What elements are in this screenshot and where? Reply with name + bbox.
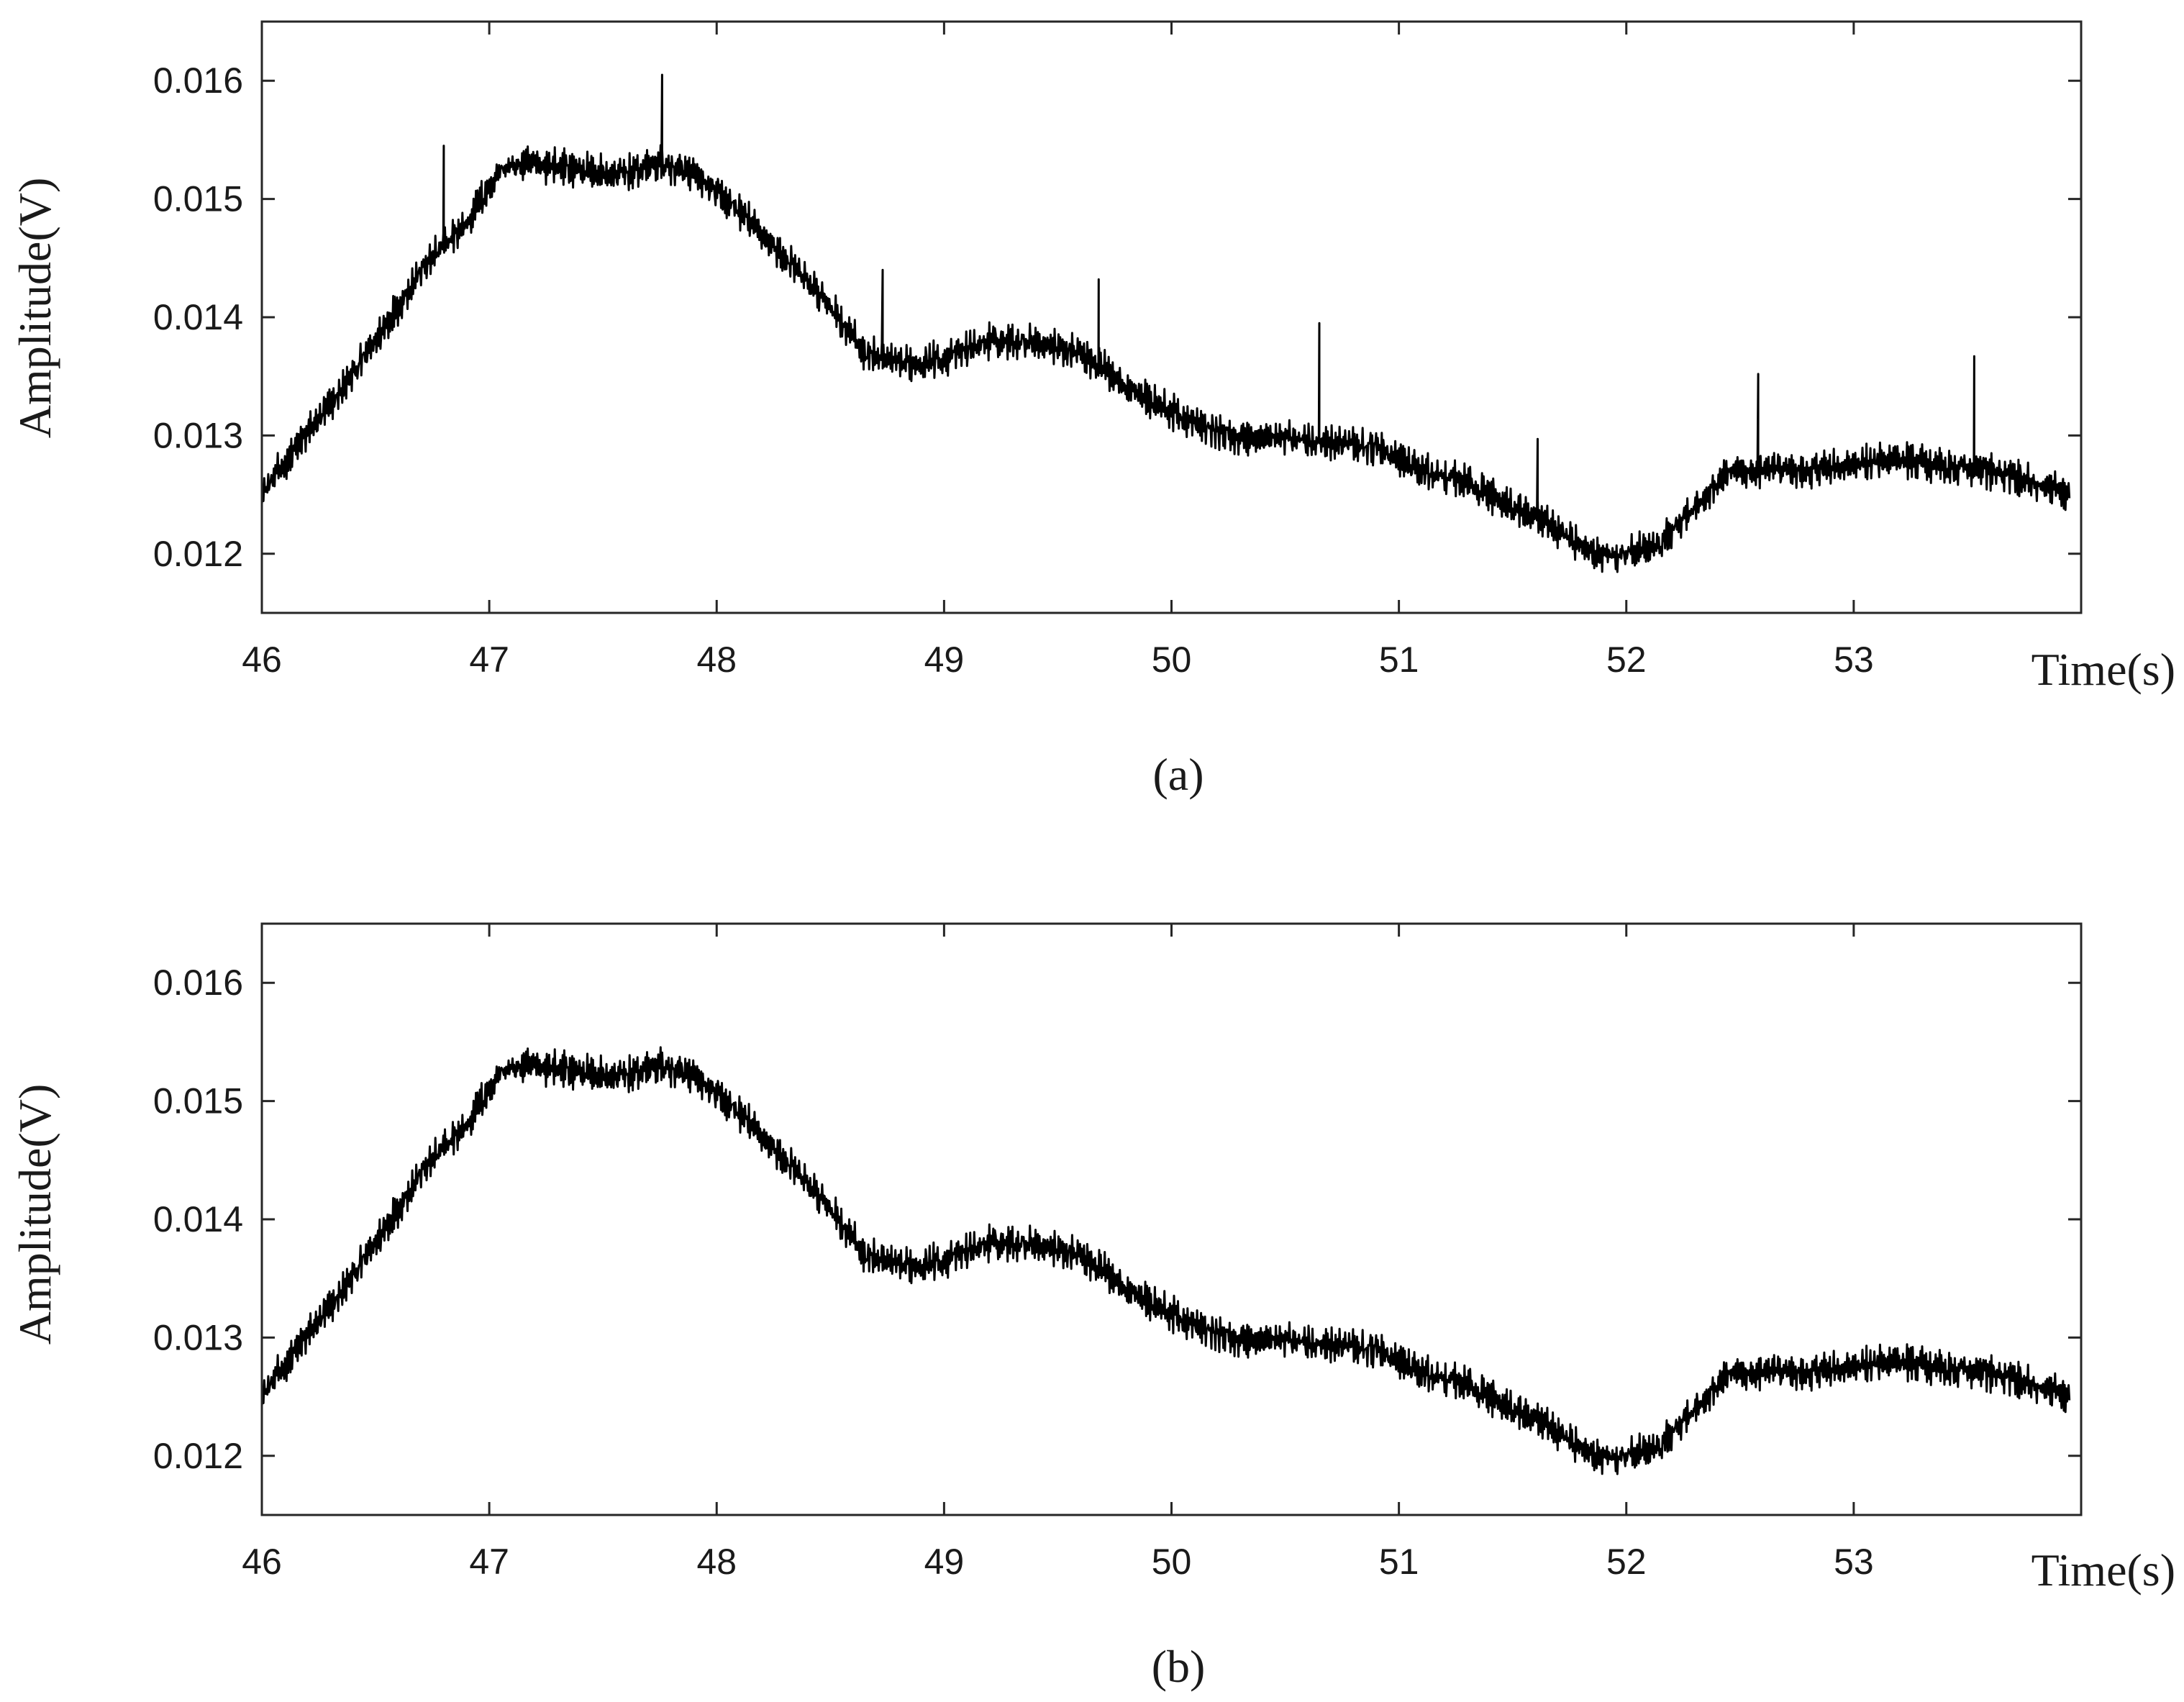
panel-caption: (b): [1152, 1641, 1206, 1692]
y-tick-label: 0.015: [153, 179, 243, 219]
panel-caption: (a): [1152, 749, 1204, 800]
y-tick-label: 0.016: [153, 963, 243, 1003]
plot-area: 46 47 48 49 50 51 52 53 0.012 0.013 0.014 0.015 0.01…: [153, 20, 2083, 680]
plot-frame: [260, 922, 2083, 1516]
x-axis-label: Time(s): [2031, 1544, 2175, 1596]
y-tick-label: 0.016: [153, 60, 243, 101]
y-tick-label: 0.012: [153, 1436, 243, 1476]
y-tick-label: 0.012: [153, 534, 243, 574]
x-tick-label: 47: [469, 640, 509, 680]
y-tick-label: 0.013: [153, 1317, 243, 1357]
chart-panel-a: 46 47 48 49 50 51 52 53 0.012 0.013 0.014 0.015 0.01…: [9, 20, 2175, 800]
signal-line: [260, 1046, 2071, 1475]
plot-frame: [260, 20, 2083, 614]
y-tick-label: 0.015: [153, 1081, 243, 1121]
x-tick-label: 53: [1834, 640, 1874, 680]
y-axis-label: Amplitude(V): [9, 1084, 60, 1345]
x-tick-label: 52: [1606, 1542, 1647, 1582]
y-axis-label: Amplitude(V): [9, 178, 60, 439]
y-tick-label: 0.014: [153, 297, 243, 337]
x-tick-label: 51: [1379, 1542, 1419, 1582]
x-tick-label: 48: [696, 1542, 737, 1582]
x-tick-label: 50: [1152, 1542, 1192, 1582]
x-tick-label: 49: [924, 640, 965, 680]
plot-area: 46 47 48 49 50 51 52 53 0.012 0.013 0.014 0.015 0.01…: [153, 922, 2083, 1582]
x-tick-label: 53: [1834, 1542, 1874, 1582]
signal-line: [260, 73, 2071, 573]
y-tick-label: 0.013: [153, 415, 243, 455]
x-tick-label: 46: [242, 640, 282, 680]
y-tick-label: 0.014: [153, 1199, 243, 1239]
x-tick-label: 46: [242, 1542, 282, 1582]
x-tick-label: 50: [1152, 640, 1192, 680]
x-tick-label: 47: [469, 1542, 509, 1582]
x-tick-label: 48: [696, 640, 737, 680]
x-tick-label: 49: [924, 1542, 965, 1582]
x-tick-label: 51: [1379, 640, 1419, 680]
x-axis-label: Time(s): [2031, 644, 2175, 695]
chart-panel-b: 46 47 48 49 50 51 52 53 0.012 0.013 0.014 0.015 0.01…: [9, 922, 2175, 1692]
x-tick-label: 52: [1606, 640, 1647, 680]
